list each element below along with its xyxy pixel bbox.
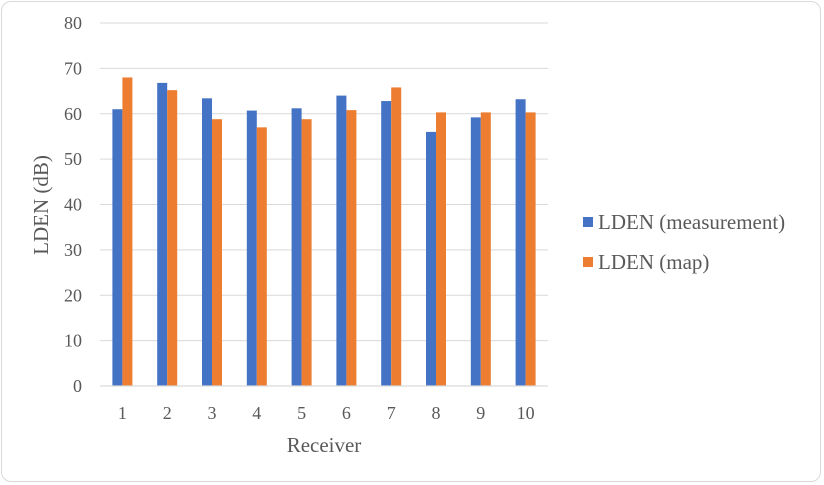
bar-map [167,90,178,386]
bar-map [391,87,402,387]
bar-measurement [515,99,526,386]
x-tick-label: 7 [387,403,396,423]
y-tick-label: 10 [64,331,82,351]
bar-map [256,127,267,387]
x-tick-label: 10 [517,403,535,423]
x-axis-ticks: 1 2 3 4 5 6 7 8 9 10 [118,403,535,423]
bar-map [480,112,491,387]
y-tick-label: 30 [64,240,82,260]
bar-measurement [112,109,123,387]
bars [112,77,536,387]
bar-measurement [426,131,436,386]
bar-map [212,119,222,386]
y-axis-title: LDEN (dB) [29,155,53,255]
y-tick-label: 20 [64,285,82,305]
x-tick-label: 6 [342,403,351,423]
x-tick-label: 9 [476,403,485,423]
bar-measurement [246,110,257,386]
x-tick-label: 3 [208,403,217,423]
y-tick-label: 80 [64,13,82,33]
y-tick-label: 50 [64,149,82,169]
x-tick-label: 4 [252,403,261,423]
bar-map [436,112,446,387]
bar-measurement [157,82,168,387]
x-tick-label: 8 [432,403,441,423]
legend-swatch [583,217,593,227]
y-axis-ticks: 0 10 20 30 40 50 60 70 80 [64,13,82,396]
x-tick-label: 5 [297,403,306,423]
legend-swatch [583,257,593,267]
legend-label: LDEN (measurement) [598,210,785,234]
y-tick-label: 40 [64,195,82,215]
y-tick-label: 60 [64,104,82,124]
bar-map [122,77,133,386]
y-tick-label: 70 [64,58,82,78]
legend: LDEN (measurement) LDEN (map) [583,210,785,274]
x-tick-label: 1 [118,403,127,423]
x-tick-label: 2 [163,403,172,423]
bar-measurement [336,95,347,386]
bar-map [525,112,536,387]
bar-measurement [202,98,212,386]
bar-measurement [381,101,392,387]
bar-measurement [470,117,481,386]
bar-map [301,119,312,386]
y-tick-label: 0 [73,376,82,396]
bar-measurement [291,108,302,387]
legend-label: LDEN (map) [598,250,709,274]
bar-map [346,110,357,387]
x-axis-title: Receiver [287,433,362,457]
